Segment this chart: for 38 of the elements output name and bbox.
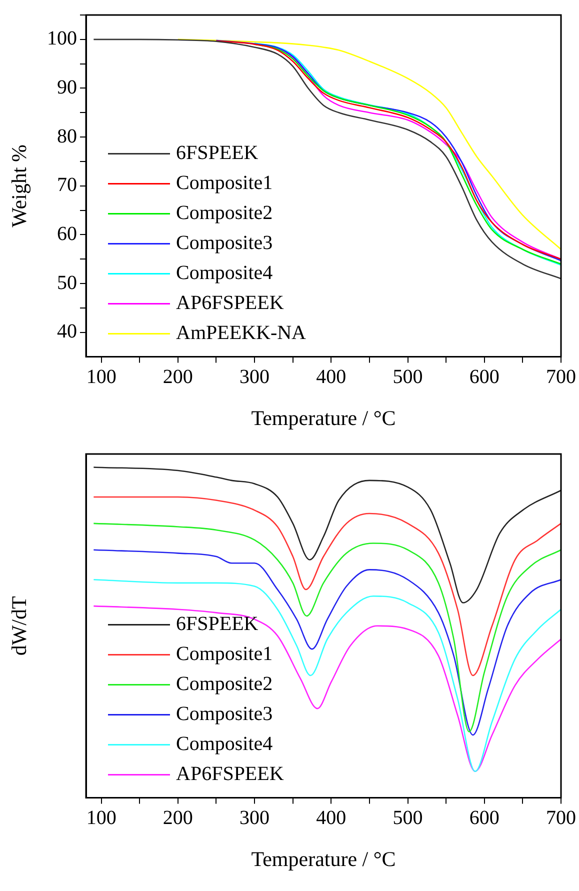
y-tick-label: 40 [57,320,77,343]
x-tick-label: 300 [240,366,270,388]
legend-label: Composite2 [176,202,273,224]
x-tick-label: 100 [86,366,116,388]
x-axis-title: Temperature / °C [251,406,396,430]
x-tick-label: 100 [86,807,116,830]
legend-label: 6FSPEEK [176,613,259,636]
y-tick-label: 70 [57,174,77,196]
x-tick-label: 600 [469,807,500,830]
legend-label: Composite1 [176,172,273,194]
x-tick-label: 200 [162,366,193,388]
legend-label: Composite4 [176,733,273,756]
x-tick-label: 300 [240,807,270,830]
y-axis-title: Weight % [7,144,32,228]
y-axis-title: dW/dT [7,596,32,656]
y-tick-label: 90 [57,76,77,98]
legend-label: Composite2 [176,673,273,696]
legend-label: Composite3 [176,703,273,726]
x-tick-label: 400 [316,366,346,388]
x-tick-label: 500 [392,366,423,388]
x-axis-title: Temperature / °C [251,846,396,871]
y-tick-label: 80 [57,125,77,148]
legend-label: Composite3 [176,232,273,254]
x-tick-label: 700 [546,366,576,388]
x-tick-label: 500 [392,807,423,830]
x-tick-label: 400 [316,807,346,830]
legend-label: AP6FSPEEK [176,292,284,314]
y-tick-label: 100 [47,28,77,50]
legend-label: AmPEEKK-NA [176,322,307,344]
legend-label: 6FSPEEK [176,142,259,164]
x-tick-label: 600 [469,366,500,388]
legend-label: AP6FSPEEK [176,763,284,786]
legend-label: Composite1 [176,643,273,666]
legend-label: Composite4 [176,262,273,284]
y-tick-label: 50 [57,272,77,294]
y-tick-label: 60 [57,222,77,245]
x-tick-label: 700 [546,807,576,830]
x-tick-label: 200 [162,807,193,830]
